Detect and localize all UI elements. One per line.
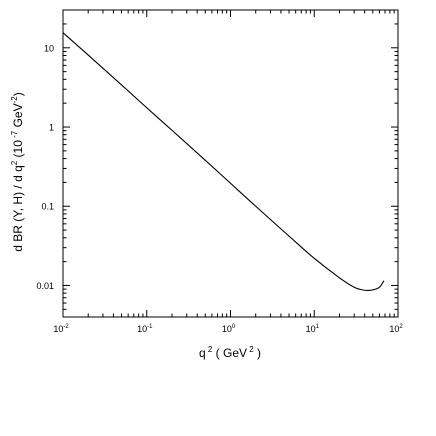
- axis-ticks: [62, 9, 399, 318]
- data-series: [62, 32, 385, 292]
- x-tick-label: 10-2: [53, 324, 69, 334]
- tick-labels: 10-2 10-1 100 101 102 0.01 0.1 1 10: [36, 43, 403, 334]
- plot-frame: [62, 9, 399, 318]
- series-line: [62, 32, 385, 292]
- x-tick-label: 101: [306, 324, 320, 334]
- y-tick-label: 1: [49, 123, 54, 133]
- y-axis-title: d BR (Υ, H) / d q2 (10 -7 GeV-2): [10, 92, 25, 251]
- y-tick-label: 0.01: [36, 281, 54, 291]
- x-tick-label: 102: [389, 324, 403, 334]
- y-tick-label: 0.1: [41, 202, 54, 212]
- y-tick-label: 10: [44, 43, 54, 53]
- x-tick-label: 10-1: [137, 324, 153, 334]
- x-tick-label: 100: [222, 324, 236, 334]
- x-axis-title: q 2 ( GeV 2 ): [199, 345, 261, 360]
